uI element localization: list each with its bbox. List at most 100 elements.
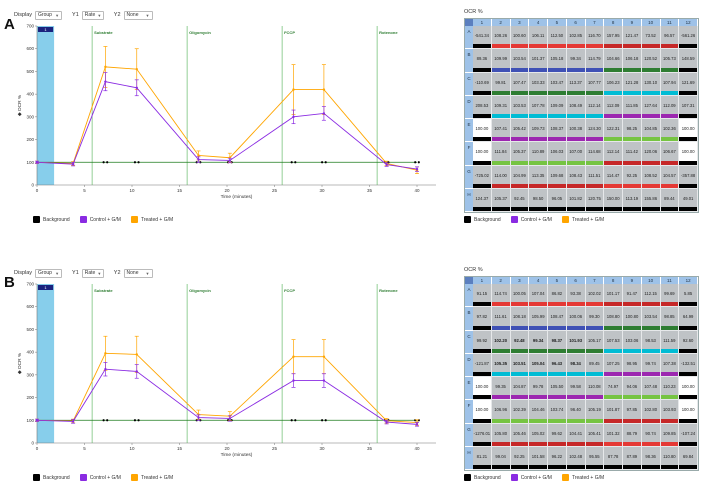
plate-well[interactable]: -110.69 — [473, 72, 492, 96]
plate-well[interactable]: 108.37 — [548, 119, 567, 143]
plate-well[interactable]: 89.44 — [660, 188, 680, 212]
plate-well[interactable]: 102.85 — [566, 26, 586, 50]
plate-row-header[interactable]: D — [465, 353, 473, 377]
plate-column-header[interactable]: 6 — [566, 19, 586, 26]
plate-well[interactable]: 107.48 — [641, 377, 661, 401]
plate-well[interactable]: 124.30 — [585, 119, 605, 143]
plate-well[interactable]: 101.87 — [604, 400, 623, 424]
plate-well[interactable]: 99.81 — [491, 72, 511, 96]
plate-well[interactable]: -132.51 — [679, 353, 698, 377]
plate-well[interactable]: 98.85 — [660, 307, 680, 331]
plate-well[interactable]: 103.54 — [510, 49, 530, 73]
plate-column-header[interactable]: 4 — [529, 277, 548, 284]
plate-column-header[interactable]: 1 — [473, 277, 492, 284]
plate-row-header[interactable]: C — [465, 330, 473, 354]
plate-well[interactable]: 108.26 — [491, 26, 511, 50]
plate-well[interactable]: 100.00 — [473, 400, 492, 424]
plate-well[interactable]: 107.78 — [529, 95, 548, 119]
plate-well[interactable]: 86.82 — [548, 284, 567, 308]
plate-row-header[interactable]: B — [465, 307, 473, 331]
plate-well[interactable]: 102.80 — [641, 400, 661, 424]
plate-well[interactable]: 121.28 — [623, 72, 642, 96]
plate-well[interactable]: 103.06 — [623, 330, 642, 354]
plate-column-header[interactable]: 5 — [548, 277, 567, 284]
plate-well[interactable]: 111.59 — [660, 330, 680, 354]
plate-well[interactable]: 101.58 — [529, 446, 548, 470]
plate-well[interactable]: 104.85 — [641, 119, 661, 143]
y2-select[interactable]: None ▼ — [123, 268, 153, 278]
plate-well[interactable]: 112.15 — [641, 284, 661, 308]
plate-well[interactable]: 91.47 — [623, 284, 642, 308]
plate-well[interactable]: 87.89 — [623, 446, 642, 470]
plate-well[interactable]: 95.55 — [585, 446, 605, 470]
plate-row-header[interactable]: A — [465, 26, 473, 50]
plate-well[interactable]: 99.78 — [529, 377, 548, 401]
plate-well[interactable]: 112.09 — [660, 95, 680, 119]
plate-well[interactable]: 104.57 — [660, 165, 680, 189]
y1-select[interactable]: Rate ▼ — [81, 10, 104, 20]
plate-well[interactable]: 100.05 — [510, 284, 530, 308]
plate-well[interactable]: 99.34 — [566, 49, 586, 73]
plate-well[interactable]: 106.11 — [529, 26, 548, 50]
plate-well[interactable]: 96.22 — [548, 446, 567, 470]
plate-well[interactable]: 157.95 — [604, 26, 623, 50]
plate-well[interactable]: 100.00 — [473, 119, 492, 143]
plate-well[interactable]: 108.52 — [641, 165, 661, 189]
plate-well[interactable]: 93.38 — [566, 284, 586, 308]
plate-well[interactable]: 101.82 — [566, 188, 586, 212]
plate-well[interactable]: 111.84 — [491, 142, 511, 166]
plate-well[interactable]: 114.47 — [604, 165, 623, 189]
plate-well[interactable]: 99.35 — [491, 377, 511, 401]
plate-well[interactable]: 49.01 — [679, 188, 698, 212]
plate-column-header[interactable]: 9 — [623, 19, 642, 26]
plate-well[interactable]: 113.19 — [623, 188, 642, 212]
plate-well[interactable]: 106.23 — [604, 72, 623, 96]
plate-well[interactable]: 120.06 — [641, 142, 661, 166]
plate-well[interactable]: 102.36 — [660, 119, 680, 143]
plate-well[interactable]: 100.80 — [623, 307, 642, 331]
plate-well[interactable]: 109.09 — [548, 95, 567, 119]
plate-well[interactable]: 104.99 — [510, 165, 530, 189]
plate-well[interactable]: 89.45 — [585, 353, 605, 377]
plate-well[interactable]: 104.87 — [510, 377, 530, 401]
plate-well[interactable]: 101.32 — [604, 423, 623, 447]
plate-well[interactable]: 106.18 — [623, 49, 642, 73]
plate-row-header[interactable]: H — [465, 446, 473, 470]
plate-well[interactable]: 99.92 — [473, 330, 492, 354]
plate-well[interactable]: 110.08 — [585, 377, 605, 401]
plate-well[interactable]: 120.52 — [641, 49, 661, 73]
plate-well[interactable]: 121.47 — [623, 26, 642, 50]
plate-well[interactable]: 106.67 — [660, 142, 680, 166]
plate-well[interactable]: 99.04 — [491, 446, 511, 470]
plate-well[interactable]: 103.33 — [529, 72, 548, 96]
plate-row-header[interactable]: G — [465, 423, 473, 447]
plate-column-header[interactable]: 1 — [473, 19, 492, 26]
plate-row-header[interactable]: E — [465, 119, 473, 143]
plate-well[interactable]: 109.85 — [660, 423, 680, 447]
plate-well[interactable]: 105.80 — [491, 423, 511, 447]
plate-well[interactable]: 96.40 — [566, 400, 586, 424]
plate-well[interactable]: 101.93 — [566, 330, 586, 354]
plate-column-header[interactable]: 10 — [641, 277, 661, 284]
plate-well[interactable]: 73.52 — [641, 26, 661, 50]
plate-well[interactable]: 96.43 — [548, 353, 567, 377]
plate-column-header[interactable]: 4 — [529, 19, 548, 26]
plate-row-header[interactable]: H — [465, 188, 473, 212]
plate-well[interactable]: 114.68 — [585, 142, 605, 166]
plate-well[interactable]: 114.00 — [491, 165, 511, 189]
plate-column-header[interactable]: 12 — [679, 277, 698, 284]
plate-well[interactable]: 114.79 — [585, 49, 605, 73]
plate-well[interactable]: 103.93 — [660, 400, 680, 424]
plate-well[interactable]: 98.34 — [566, 353, 586, 377]
plate-well[interactable]: 105.02 — [529, 423, 548, 447]
plate-well[interactable]: 100.06 — [566, 307, 586, 331]
plate-well[interactable]: 105.17 — [585, 330, 605, 354]
plate-well[interactable]: 112.09 — [604, 95, 623, 119]
plate-well[interactable]: 110.23 — [660, 377, 680, 401]
plate-column-header[interactable]: 5 — [548, 19, 567, 26]
plate-well[interactable]: 111.42 — [623, 142, 642, 166]
plate-well[interactable]: 127.64 — [641, 95, 661, 119]
plate-well[interactable]: 107.04 — [529, 284, 548, 308]
plate-well[interactable]: 102.20 — [491, 330, 511, 354]
plate-well[interactable]: 64.99 — [679, 307, 698, 331]
